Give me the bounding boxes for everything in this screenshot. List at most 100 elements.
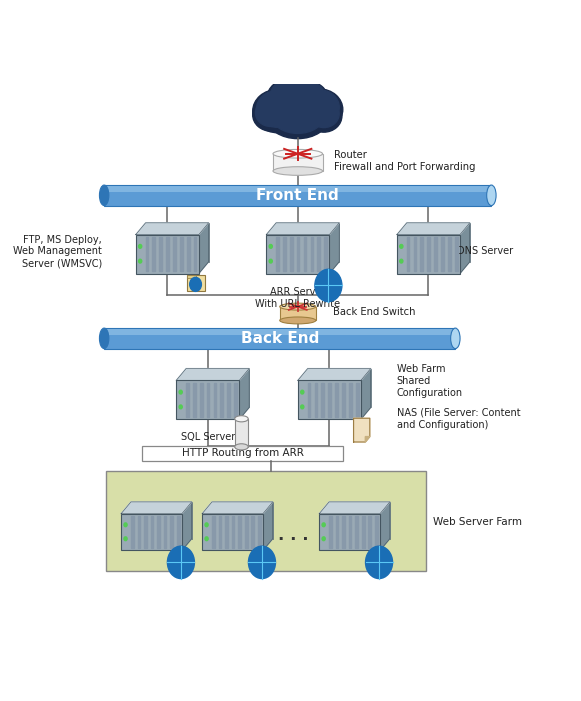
Ellipse shape	[99, 328, 109, 348]
Polygon shape	[349, 383, 352, 417]
FancyBboxPatch shape	[104, 329, 456, 334]
FancyBboxPatch shape	[176, 381, 239, 419]
Circle shape	[249, 546, 275, 578]
Text: Back End Switch: Back End Switch	[333, 307, 415, 317]
Ellipse shape	[306, 100, 342, 132]
Polygon shape	[362, 516, 365, 548]
Polygon shape	[311, 237, 313, 271]
Text: Web Server Farm: Web Server Farm	[433, 517, 522, 527]
Circle shape	[205, 537, 208, 540]
Ellipse shape	[309, 100, 339, 128]
Polygon shape	[308, 383, 310, 417]
Circle shape	[189, 278, 202, 292]
Ellipse shape	[235, 444, 248, 450]
Circle shape	[139, 259, 142, 263]
FancyBboxPatch shape	[131, 502, 192, 538]
Circle shape	[205, 523, 208, 526]
Polygon shape	[193, 383, 196, 417]
Polygon shape	[173, 237, 176, 271]
FancyBboxPatch shape	[235, 418, 248, 447]
Polygon shape	[239, 369, 249, 419]
Polygon shape	[238, 516, 241, 548]
Circle shape	[269, 259, 272, 263]
Polygon shape	[407, 237, 410, 271]
Polygon shape	[207, 383, 209, 417]
Ellipse shape	[235, 416, 248, 422]
FancyBboxPatch shape	[308, 369, 371, 407]
Text: Back End: Back End	[241, 331, 319, 346]
FancyBboxPatch shape	[121, 514, 182, 550]
Polygon shape	[176, 369, 249, 381]
FancyBboxPatch shape	[136, 235, 199, 273]
Polygon shape	[283, 237, 286, 271]
FancyBboxPatch shape	[146, 223, 209, 261]
Polygon shape	[365, 437, 370, 442]
Polygon shape	[152, 237, 155, 271]
Text: HTTP Routing from ARR: HTTP Routing from ARR	[182, 449, 303, 458]
FancyBboxPatch shape	[397, 235, 460, 273]
Polygon shape	[414, 237, 417, 271]
Polygon shape	[177, 516, 180, 548]
Polygon shape	[297, 237, 299, 271]
FancyBboxPatch shape	[407, 223, 470, 261]
FancyBboxPatch shape	[142, 446, 343, 461]
Text: . . .: . . .	[278, 526, 309, 544]
Circle shape	[124, 537, 127, 540]
Polygon shape	[150, 516, 153, 548]
Polygon shape	[368, 516, 371, 548]
Polygon shape	[328, 383, 331, 417]
Polygon shape	[146, 237, 148, 271]
Polygon shape	[329, 516, 332, 548]
Polygon shape	[166, 237, 169, 271]
Polygon shape	[180, 237, 182, 271]
Polygon shape	[136, 223, 209, 235]
Polygon shape	[335, 383, 338, 417]
Ellipse shape	[270, 80, 307, 111]
FancyBboxPatch shape	[188, 275, 206, 292]
Polygon shape	[361, 369, 371, 419]
Polygon shape	[304, 237, 306, 271]
Polygon shape	[380, 502, 390, 550]
Circle shape	[400, 245, 403, 248]
Circle shape	[322, 537, 325, 540]
Polygon shape	[138, 516, 140, 548]
Text: NAS (File Server: Content
and Configuration): NAS (File Server: Content and Configurat…	[397, 408, 521, 430]
Polygon shape	[319, 502, 390, 514]
Polygon shape	[221, 383, 223, 417]
Polygon shape	[232, 516, 234, 548]
Ellipse shape	[272, 99, 324, 133]
Polygon shape	[214, 383, 216, 417]
Polygon shape	[245, 516, 248, 548]
Ellipse shape	[296, 89, 343, 130]
FancyBboxPatch shape	[104, 328, 456, 348]
Polygon shape	[186, 383, 189, 417]
FancyBboxPatch shape	[276, 223, 339, 261]
FancyBboxPatch shape	[319, 514, 380, 550]
Polygon shape	[324, 237, 327, 271]
FancyBboxPatch shape	[202, 514, 263, 550]
Polygon shape	[375, 516, 378, 548]
Polygon shape	[131, 516, 134, 548]
Ellipse shape	[487, 185, 496, 205]
Ellipse shape	[290, 82, 325, 111]
Polygon shape	[349, 516, 352, 548]
Polygon shape	[193, 237, 196, 271]
Ellipse shape	[264, 81, 332, 133]
Polygon shape	[164, 516, 167, 548]
Polygon shape	[202, 502, 272, 514]
Polygon shape	[159, 237, 162, 271]
Ellipse shape	[279, 317, 316, 324]
Ellipse shape	[99, 185, 109, 205]
Text: Web Farm
Shared
Configuration: Web Farm Shared Configuration	[397, 365, 463, 397]
Ellipse shape	[256, 99, 286, 126]
Polygon shape	[234, 383, 237, 417]
Ellipse shape	[451, 328, 460, 348]
Polygon shape	[356, 516, 358, 548]
FancyBboxPatch shape	[279, 306, 316, 320]
Text: Router
Firewall and Port Forwarding: Router Firewall and Port Forwarding	[333, 150, 475, 172]
Circle shape	[322, 523, 325, 526]
Text: DNS Server: DNS Server	[457, 247, 513, 257]
Text: Front End: Front End	[256, 188, 339, 203]
FancyBboxPatch shape	[104, 186, 492, 191]
Circle shape	[301, 390, 304, 394]
